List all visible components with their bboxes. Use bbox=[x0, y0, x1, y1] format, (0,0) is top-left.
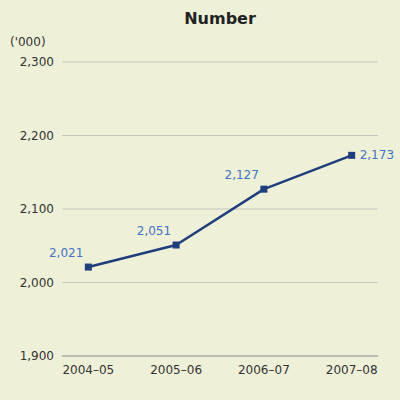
y-tick-label: 2,300 bbox=[20, 55, 54, 69]
marker bbox=[85, 264, 92, 271]
y-axis-label: ('000) bbox=[10, 35, 46, 49]
x-tick-label: 2006–07 bbox=[238, 363, 290, 377]
grid-line bbox=[62, 62, 378, 63]
x-axis-line bbox=[62, 356, 378, 357]
line bbox=[88, 155, 351, 267]
grid-line bbox=[62, 135, 378, 136]
y-axis: 1,900 2,000 2,100 2,200 2,300 bbox=[20, 55, 378, 363]
grid-line bbox=[62, 282, 378, 283]
x-tick-label: 2004–05 bbox=[62, 363, 114, 377]
data-label: 2,021 bbox=[49, 246, 83, 260]
x-tick-label: 2005–06 bbox=[150, 363, 202, 377]
grid-line bbox=[62, 209, 378, 210]
data-label: 2,127 bbox=[225, 168, 259, 182]
chart: Number ('000) 1,900 2,000 2,100 2,200 2,300 200… bbox=[0, 0, 400, 400]
y-tick-label: 1,900 bbox=[20, 349, 54, 363]
grid-line bbox=[62, 356, 378, 357]
y-tick-label: 2,100 bbox=[20, 202, 54, 216]
y-tick-label: 2,000 bbox=[20, 276, 54, 290]
marker bbox=[173, 242, 180, 249]
background bbox=[0, 0, 400, 400]
x-tick-label: 2007–08 bbox=[326, 363, 378, 377]
data-label: 2,173 bbox=[360, 148, 394, 162]
y-tick-label: 2,200 bbox=[20, 129, 54, 143]
marker bbox=[260, 186, 267, 193]
title: Number bbox=[184, 9, 256, 28]
data-labels: 2,021 2,051 2,127 2,173 bbox=[49, 148, 394, 260]
marker bbox=[348, 152, 355, 159]
series bbox=[85, 152, 355, 271]
data-label: 2,051 bbox=[137, 224, 171, 238]
